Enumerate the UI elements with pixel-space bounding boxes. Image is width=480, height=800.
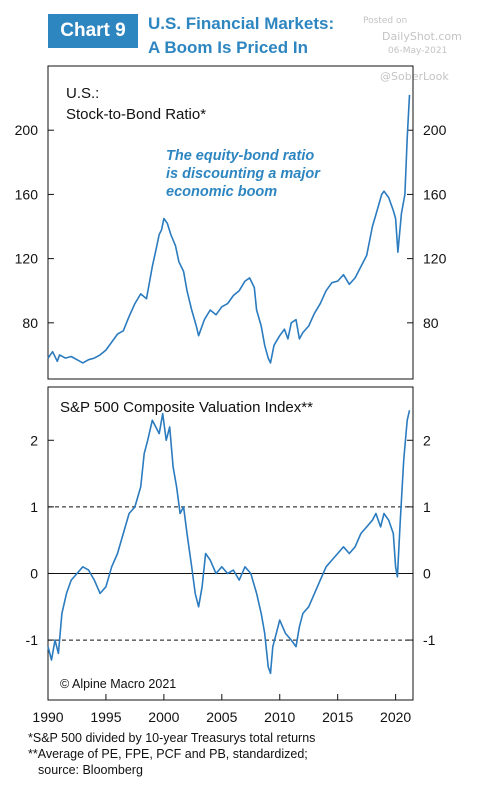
bottom-tick-label-right: 1 (423, 499, 431, 515)
top-panel: U.S.: Stock-to-Bond Ratio* The equity-bo… (15, 65, 447, 380)
top-panel-subtitle: Stock-to-Bond Ratio* (66, 106, 206, 123)
chart-title: U.S. Financial Markets: A Boom Is Priced… (148, 12, 334, 60)
x-tick-label: 2005 (206, 709, 237, 725)
top-annotation-line1: The equity-bond ratio (166, 148, 314, 164)
top-tick-label-left: 200 (15, 122, 39, 138)
top-tick-label-right: 200 (423, 122, 447, 138)
x-tick-label: 2015 (322, 709, 353, 725)
stock-to-bond-ratio-line (47, 94, 411, 364)
top-annotation-line3: economic boom (166, 184, 277, 200)
bottom-tick-label-left: 1 (30, 499, 38, 515)
x-tick-label: 1990 (32, 709, 63, 725)
top-tick-label-right: 80 (423, 315, 439, 331)
bottom-panel-frame (47, 386, 414, 701)
bottom-tick-label-right: -1 (423, 632, 436, 648)
copyright-annotation: © Alpine Macro 2021 (60, 677, 176, 691)
top-annotation-line2: is discounting a major (166, 166, 321, 182)
reference-lines (48, 506, 413, 641)
valuation-index-line (47, 410, 411, 675)
watermark-posted-on: Posted on (363, 16, 408, 26)
top-tick-label-right: 160 (423, 186, 447, 202)
top-panel-frame (47, 65, 414, 380)
watermark-handle: @SoberLook (380, 70, 449, 83)
top-y-ticks: 80 80 120 120 160 160 200 200 (15, 122, 447, 331)
bottom-tick-label-left: 2 (30, 432, 38, 448)
bottom-panel-title: S&P 500 Composite Valuation Index** (60, 399, 313, 416)
footnote-2: **Average of PE, FPE, PCF and PB, standa… (28, 747, 308, 761)
top-panel-title: U.S.: (66, 85, 99, 102)
x-tick-label: 2010 (264, 709, 295, 725)
bottom-tick-label-right: 2 (423, 432, 431, 448)
x-tick-label: 1995 (90, 709, 121, 725)
watermark-site: DailyShot.com (382, 30, 462, 43)
chart-number-badge: Chart 9 (48, 14, 138, 48)
bottom-panel: S&P 500 Composite Valuation Index** © Al… (26, 386, 436, 725)
chart-title-line1: U.S. Financial Markets: (148, 14, 335, 33)
footnote-source: source: Bloomberg (38, 763, 143, 777)
top-tick-label-right: 120 (423, 251, 447, 267)
bottom-tick-label-left: 0 (30, 565, 38, 581)
bottom-tick-label-right: 0 (423, 565, 431, 581)
x-tick-label: 2020 (380, 709, 411, 725)
footnote-1: *S&P 500 divided by 10-year Treasurys to… (28, 731, 316, 745)
top-tick-label-left: 160 (15, 186, 39, 202)
bottom-tick-label-left: -1 (26, 632, 39, 648)
x-axis-ticks: 1990 1995 2000 2005 2010 2015 2020 (32, 694, 411, 725)
footnotes: *S&P 500 divided by 10-year Treasurys to… (28, 730, 315, 778)
watermark-date: 06-May-2021 (388, 46, 448, 56)
top-tick-label-left: 120 (15, 251, 39, 267)
bottom-y-ticks: -1 -1 0 0 1 1 2 2 (26, 432, 436, 648)
top-tick-label-left: 80 (22, 315, 38, 331)
chart-title-line2: A Boom Is Priced In (148, 38, 308, 57)
x-tick-label: 2000 (148, 709, 179, 725)
